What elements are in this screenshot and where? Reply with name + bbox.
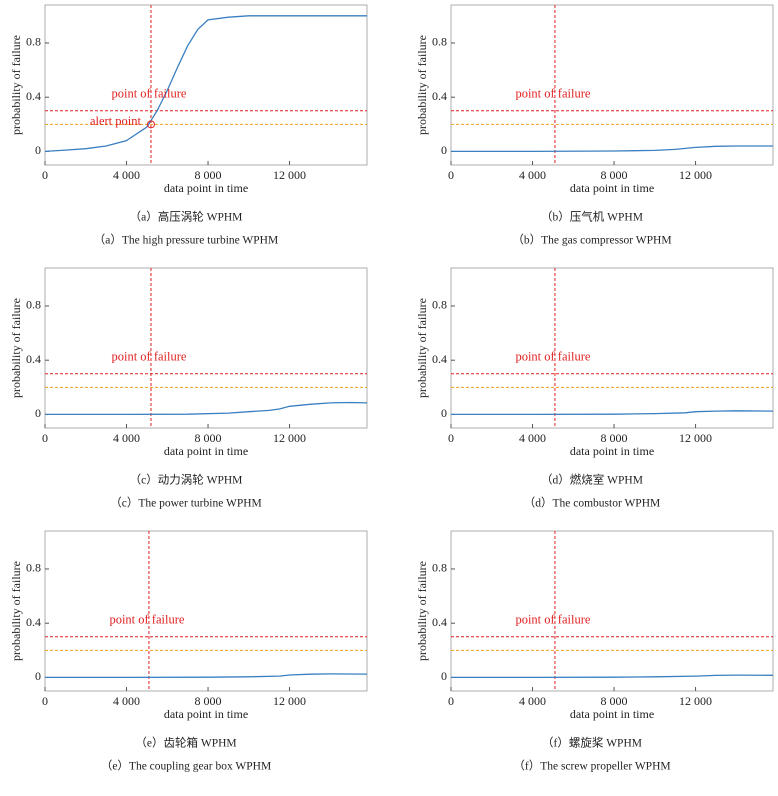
x-tick-label: 12 000 xyxy=(679,431,712,445)
caption-zh: （c）动力涡轮 WPHM xyxy=(130,473,243,487)
x-tick-label: 12 000 xyxy=(273,168,306,182)
x-axis-label: data point in time xyxy=(570,444,654,458)
data-line xyxy=(451,410,774,416)
y-axis-label: probability of failure xyxy=(9,35,23,135)
failure-label: point of failure xyxy=(515,350,590,364)
plot-frame xyxy=(450,267,774,429)
y-tick-label: 0.8 xyxy=(432,298,447,312)
failure-label: point of failure xyxy=(111,87,186,101)
x-tick-label: 4 000 xyxy=(113,431,140,445)
failure-label: point of failure xyxy=(515,613,590,627)
x-tick-label: 4 000 xyxy=(519,431,546,445)
failure-label: point of failure xyxy=(111,350,186,364)
x-axis-label: data point in time xyxy=(164,707,248,721)
x-tick-label: 4 000 xyxy=(519,168,546,182)
x-tick-label: 0 xyxy=(448,694,454,708)
y-tick-label: 0.4 xyxy=(432,89,447,103)
x-tick-label: 0 xyxy=(448,431,454,445)
x-tick-label: 8 000 xyxy=(601,168,628,182)
y-tick-label: 0.4 xyxy=(26,89,41,103)
caption-en: （e）The coupling gear box WPHM xyxy=(101,760,271,773)
data-line xyxy=(451,145,773,153)
caption-zh: （d）燃烧室 WPHM xyxy=(541,473,643,487)
caption-zh: （a）高压涡轮 WPHM xyxy=(130,210,243,224)
caption-zh: （b）压气机 WPHM xyxy=(541,210,643,224)
y-tick-label: 0.8 xyxy=(26,561,41,575)
y-tick-label: 0 xyxy=(35,669,41,683)
data-line xyxy=(44,15,367,153)
plot-frame xyxy=(44,267,368,429)
x-tick-label: 4 000 xyxy=(113,694,140,708)
caption-zh: （e）齿轮箱 WPHM xyxy=(135,736,236,750)
caption-en: （c）The power turbine WPHM xyxy=(110,497,262,510)
y-tick-label: 0.8 xyxy=(26,35,41,49)
data-line xyxy=(451,674,774,679)
y-tick-label: 0 xyxy=(441,669,447,683)
y-tick-label: 0.4 xyxy=(432,352,447,366)
x-tick-label: 12 000 xyxy=(273,694,306,708)
caption-en: （d）The combustor WPHM xyxy=(524,497,661,510)
y-tick-label: 0.4 xyxy=(432,615,447,629)
data-line xyxy=(45,673,368,679)
alert-marker xyxy=(146,120,155,129)
x-tick-label: 12 000 xyxy=(679,168,712,182)
caption-zh: （f）螺旋桨 WPHM xyxy=(542,736,642,750)
data-line xyxy=(45,401,368,416)
y-axis-label: probability of failure xyxy=(9,298,23,398)
y-tick-label: 0.4 xyxy=(26,352,41,366)
failure-label: point of failure xyxy=(515,87,590,101)
y-tick-label: 0.8 xyxy=(432,561,447,575)
alert-label: alert point xyxy=(90,114,142,128)
caption-en: （f）The screw propeller WPHM xyxy=(513,760,670,773)
y-axis-label: probability of failure xyxy=(415,298,429,398)
plot-frame xyxy=(450,4,774,166)
y-tick-label: 0.4 xyxy=(26,615,41,629)
x-tick-label: 8 000 xyxy=(195,168,222,182)
y-tick-label: 0 xyxy=(441,143,447,157)
x-tick-label: 0 xyxy=(42,168,48,182)
x-tick-label: 8 000 xyxy=(601,694,628,708)
y-tick-label: 0 xyxy=(35,406,41,420)
x-tick-label: 0 xyxy=(42,694,48,708)
x-tick-label: 8 000 xyxy=(601,431,628,445)
y-tick-label: 0.8 xyxy=(432,35,447,49)
x-tick-label: 8 000 xyxy=(195,431,222,445)
x-tick-label: 0 xyxy=(42,431,48,445)
x-tick-label: 4 000 xyxy=(519,694,546,708)
x-tick-label: 8 000 xyxy=(195,694,222,708)
y-axis-label: probability of failure xyxy=(415,561,429,661)
x-axis-label: data point in time xyxy=(570,181,654,195)
plot-frame xyxy=(44,530,368,692)
x-axis-label: data point in time xyxy=(164,444,248,458)
y-axis-label: probability of failure xyxy=(9,561,23,661)
y-tick-label: 0 xyxy=(35,143,41,157)
plot-frame xyxy=(450,530,774,692)
caption-en: （b）The gas compressor WPHM xyxy=(512,234,671,247)
y-tick-label: 0 xyxy=(441,406,447,420)
x-tick-label: 12 000 xyxy=(679,694,712,708)
x-tick-label: 4 000 xyxy=(113,168,140,182)
x-axis-label: data point in time xyxy=(164,181,248,195)
x-tick-label: 12 000 xyxy=(273,431,306,445)
caption-en: （a）The high pressure turbine WPHM xyxy=(94,234,278,247)
plot-frame xyxy=(44,4,368,166)
y-axis-label: probability of failure xyxy=(415,35,429,135)
x-axis-label: data point in time xyxy=(570,707,654,721)
y-tick-label: 0.8 xyxy=(26,298,41,312)
x-tick-label: 0 xyxy=(448,168,454,182)
failure-label: point of failure xyxy=(109,613,184,627)
